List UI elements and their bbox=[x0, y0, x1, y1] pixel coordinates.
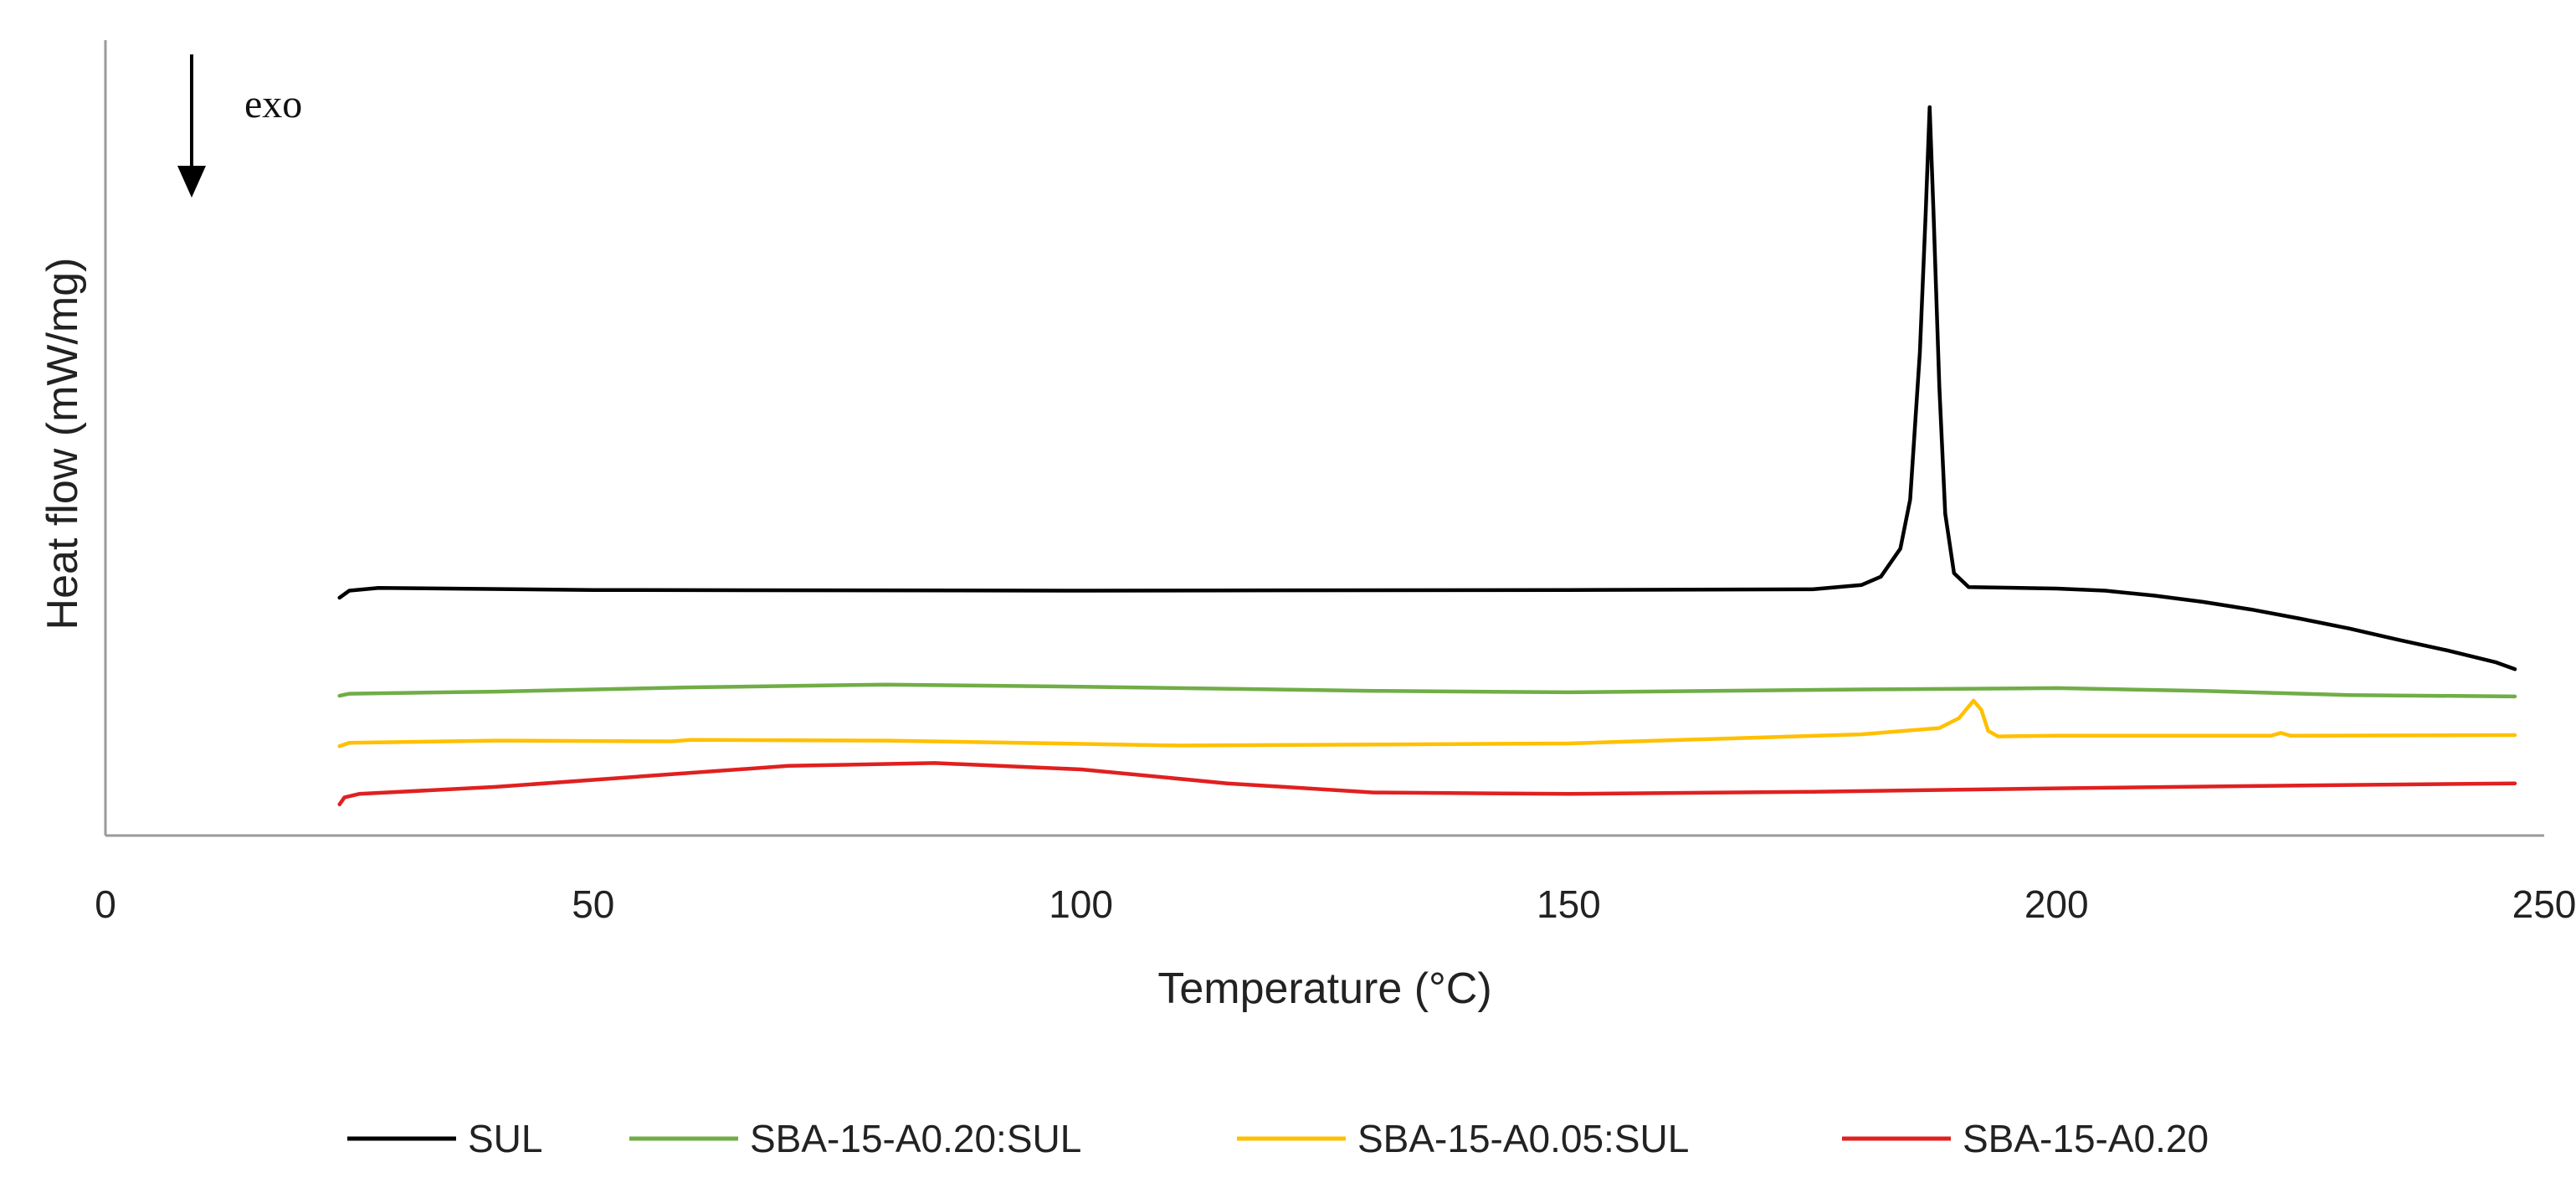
x-tick-label: 250 bbox=[2512, 882, 2576, 926]
x-tick-label: 0 bbox=[95, 882, 116, 926]
y-axis-title: Heat flow (mW/mg) bbox=[38, 258, 87, 630]
series-line-sba-15-a0-20-sul bbox=[337, 682, 2517, 699]
x-tick-label: 150 bbox=[1537, 882, 1601, 926]
series-lines bbox=[337, 105, 2517, 807]
series-line-sba-15-a0-20 bbox=[337, 761, 2517, 807]
x-tick-label: 200 bbox=[2024, 882, 2089, 926]
x-tick-label: 50 bbox=[572, 882, 614, 926]
exo-annotation: exo bbox=[244, 82, 302, 126]
x-axis-title: Temperature (°C) bbox=[1157, 964, 1491, 1013]
series-line-sba-15-a0-05-sul bbox=[337, 698, 2517, 748]
legend-label: SBA-15-A0.05:SUL bbox=[1357, 1117, 1689, 1160]
exo-arrow-icon bbox=[177, 54, 206, 198]
legend: SUL SBA-15-A0.20:SUL SBA-15-A0.05:SUL SBA-1… bbox=[347, 1117, 2209, 1160]
x-tick-label: 100 bbox=[1049, 882, 1113, 926]
series-line-sul bbox=[337, 105, 2517, 671]
legend-label: SUL bbox=[468, 1117, 542, 1160]
legend-label: SBA-15-A0.20:SUL bbox=[750, 1117, 1081, 1160]
legend-label: SBA-15-A0.20 bbox=[1963, 1117, 2209, 1160]
x-tick-labels: 0 50 100 150 200 250 bbox=[95, 882, 2576, 926]
